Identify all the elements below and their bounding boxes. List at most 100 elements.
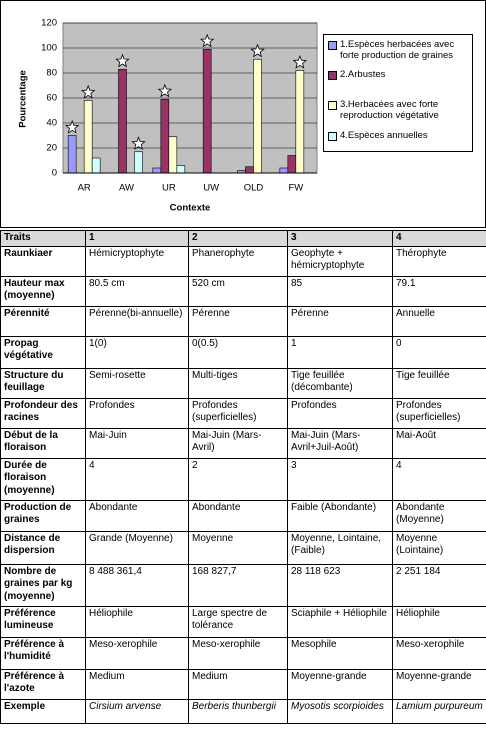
bar (279, 167, 289, 174)
table-row: Pérennité Pérenne(bi-annuelle) Pérenne Pére… (0, 305, 486, 337)
row-header: Pérennité (0, 305, 86, 337)
traits-table: Traits 1 2 3 4 Raunkiaer Hémicryptophyte Phaner… (0, 230, 486, 724)
table-cell: Sciaphile + Héliophile (287, 605, 393, 638)
table-cell: Geophyte + hémicryptophyte (287, 245, 393, 277)
table-cell: Tige feuillée (392, 367, 486, 399)
row-header: Production de graines (0, 499, 86, 532)
legend-swatch (328, 132, 337, 141)
significance-star (115, 53, 130, 68)
legend: 1.Espèces herbacées avec forte productio… (323, 34, 473, 152)
table-cell: 28 118 623 (287, 563, 393, 607)
table-row: Exemple Cirsium arvense Berberis thunbergi… (0, 698, 486, 724)
chart-panel: Pourcentage Contexte 0 20 40 60 80 100 120 AR AW… (0, 0, 486, 228)
table-cell: Moyenne-grande (287, 668, 393, 700)
x-tick-label: UW (203, 183, 219, 194)
bar (160, 98, 170, 174)
bar (253, 58, 262, 174)
significance-star (131, 136, 146, 150)
table-cell: 0 (392, 335, 486, 369)
table-cell: Profondes (superficielles) (392, 397, 486, 429)
significance-star (250, 43, 265, 58)
table-row: Raunkiaer Hémicryptophyte Phanerophyte Geop… (0, 245, 486, 277)
row-header: Hauteur max (moyenne) (0, 275, 86, 307)
bar (134, 151, 143, 174)
table-cell: Abondante (Moyenne) (392, 499, 486, 532)
row-header: Distance de dispersion (0, 530, 86, 565)
row-header: Préférence à l'humidité (0, 636, 86, 670)
legend-entry: 1.Espèces herbacées avec forte productio… (328, 39, 470, 61)
row-header: Profondeur des racines (0, 397, 86, 429)
y-tick-label: 100 (41, 43, 57, 54)
bar (202, 48, 212, 174)
y-tick-label: 120 (41, 18, 57, 29)
table-cell: Moyenne, Lointaine, (Faible) (287, 530, 393, 565)
table-cell: 85 (287, 275, 393, 307)
row-header: Raunkiaer (0, 245, 86, 277)
header-cell: 4 (392, 230, 486, 247)
x-tick-label: OLD (244, 183, 264, 194)
row-header: Propag végétative (0, 335, 86, 369)
table-cell: Grande (Moyenne) (85, 530, 189, 565)
table-cell: Hémicryptophyte (85, 245, 189, 277)
x-axis-label: Contexte (170, 203, 211, 214)
row-header: Préférence lumineuse (0, 605, 86, 638)
table-cell: Meso-xerophile (85, 636, 189, 670)
table-cell: Moyenne (Lointaine) (392, 530, 486, 565)
legend-label: 4.Espèces annuelles (340, 130, 428, 141)
table-cell: Héliophile (85, 605, 189, 638)
table-header-row: Traits 1 2 3 4 (0, 230, 486, 247)
y-tick-label: 20 (46, 143, 57, 154)
table-cell: Faible (Abondante) (287, 499, 393, 532)
bar (168, 136, 178, 174)
bar (67, 135, 77, 174)
table-cell: 1 (287, 335, 393, 369)
table-cell: Medium (188, 668, 288, 700)
table-cell: Meso-xerophile (392, 636, 486, 670)
table-cell: Abondante (188, 499, 288, 532)
table-row: Préférence lumineuse Héliophile Large spec… (0, 605, 486, 638)
header-cell: 1 (85, 230, 189, 247)
y-tick-label: 0 (52, 168, 57, 179)
legend-label: 3.Herbacées avec forte reproduction végé… (340, 99, 439, 121)
row-header: Début de la floraison (0, 427, 86, 459)
row-header: Nombre de graines par kg (moyenne) (0, 563, 86, 607)
legend-entry: 2.Arbustes (328, 69, 470, 80)
table-row: Début de la floraison Mai-Juin Mai-Juin (M… (0, 427, 486, 459)
table-cell: Abondante (85, 499, 189, 532)
row-header: Durée de floraison (moyenne) (0, 457, 86, 501)
bar (91, 157, 101, 174)
table-cell: Mai-Juin (85, 427, 189, 459)
table-cell: Lamium purpureum (392, 698, 486, 724)
legend-swatch (328, 41, 337, 50)
significance-star (80, 84, 96, 99)
table-row: Nombre de graines par kg (moyenne) 8 488 … (0, 563, 486, 607)
header-cell: Traits (0, 230, 86, 247)
table-cell: Myosotis scorpioides (287, 698, 393, 724)
significance-star (199, 33, 215, 48)
bar (118, 68, 127, 174)
table-cell: Thérophyte (392, 245, 486, 277)
table-cell: Pérenne(bi-annuelle) (85, 305, 189, 337)
table-row: Production de graines Abondante Abondante F… (0, 499, 486, 532)
table-row: Préférence à l'humidité Meso-xerophile Mes… (0, 636, 486, 670)
legend-entry: 4.Espèces annuelles (328, 130, 470, 141)
x-tick-label: AW (119, 183, 134, 194)
table-cell: 2 251 184 (392, 563, 486, 607)
table-cell: 80.5 cm (85, 275, 189, 307)
header-cell: 3 (287, 230, 393, 247)
table-cell: 4 (85, 457, 189, 501)
table-row: Structure du feuillage Semi-rosette Multi-… (0, 367, 486, 399)
table-cell: 1(0) (85, 335, 189, 369)
significance-star (157, 83, 173, 98)
legend-swatch (328, 101, 337, 110)
table-cell: Mesophile (287, 636, 393, 670)
x-tick-label: UR (162, 183, 176, 194)
y-tick-label: 60 (46, 93, 57, 104)
table-row: Préférence à l'azote Medium Medium Moyenne-… (0, 668, 486, 700)
table-cell: Multi-tiges (188, 367, 288, 399)
table-cell: Medium (85, 668, 189, 700)
table-cell: 3 (287, 457, 393, 501)
bar (176, 165, 186, 174)
legend-label: 2.Arbustes (340, 69, 386, 80)
row-header: Exemple (0, 698, 86, 724)
